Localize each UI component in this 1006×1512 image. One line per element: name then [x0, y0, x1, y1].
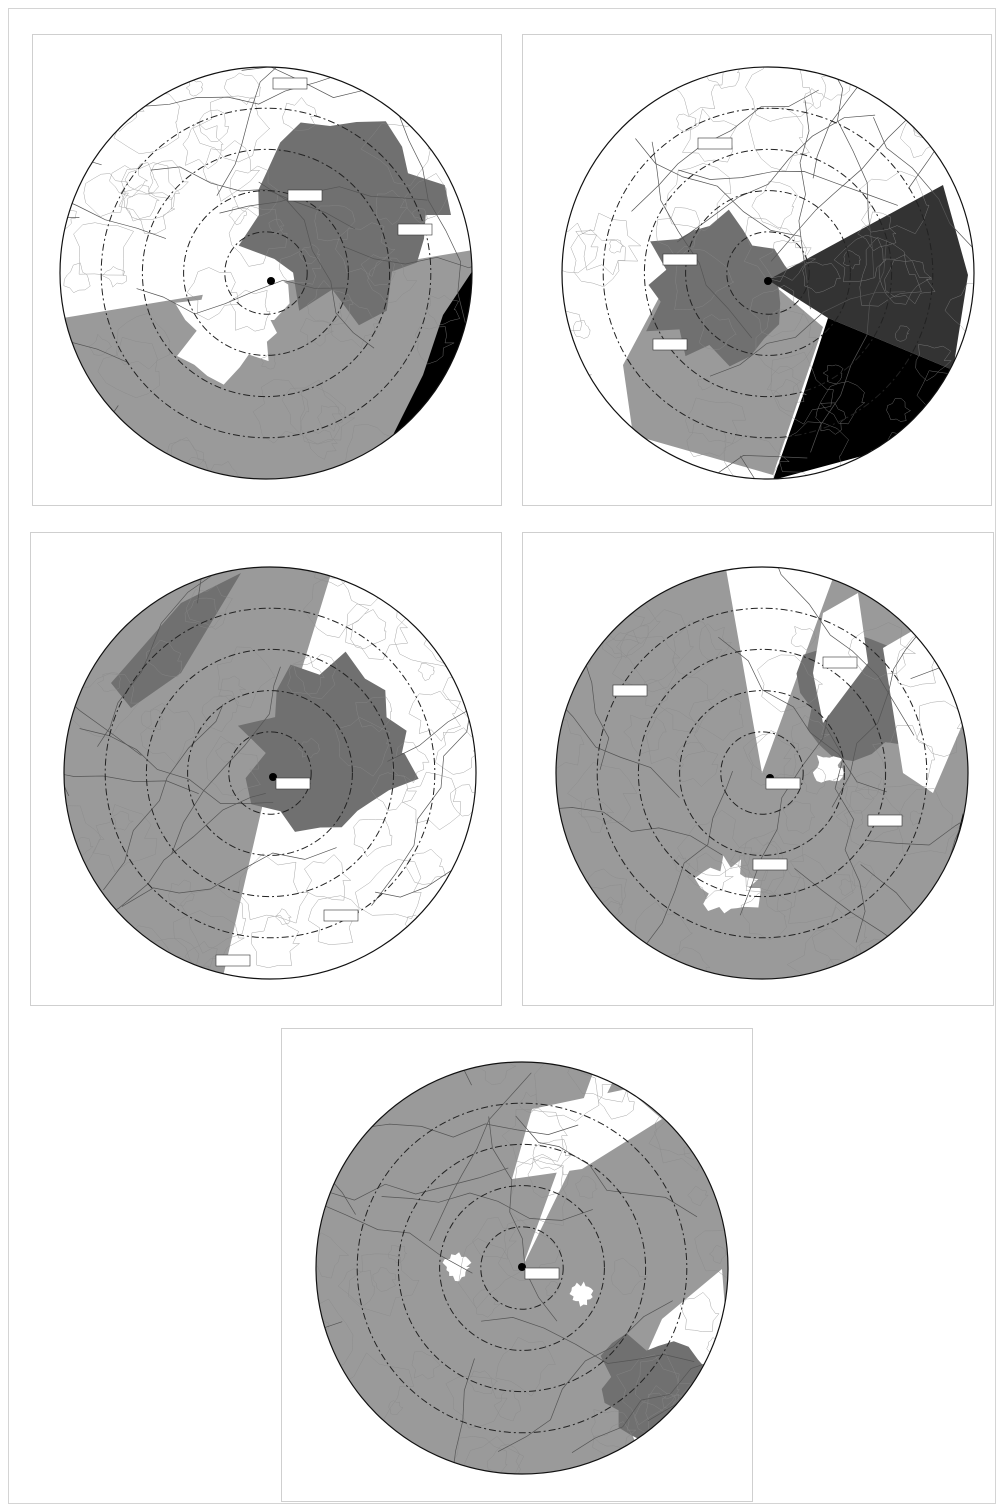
range-ring: [685, 190, 851, 356]
radar-station-marker: [269, 773, 277, 781]
place-label-box: [287, 189, 323, 202]
range-rings: [596, 607, 928, 939]
place-label-box: [323, 909, 359, 922]
terrain-region: [378, 270, 472, 477]
terrain-region: [812, 755, 844, 783]
place-label-box: [612, 684, 648, 697]
range-ring: [145, 648, 395, 898]
place-label-box: [215, 954, 251, 967]
place-label: [397, 223, 433, 236]
place-label: [275, 777, 311, 790]
range-ring: [356, 1102, 688, 1434]
radar-panel-5: [281, 1028, 753, 1502]
radar-coverage: [556, 567, 968, 979]
range-ring: [439, 1185, 605, 1351]
place-label: [272, 77, 308, 90]
terrain-region: [111, 573, 241, 708]
coverage-boundary: [59, 66, 473, 480]
place-label: [822, 656, 858, 669]
place-label-box: [697, 137, 733, 150]
contour-lines: [316, 1062, 728, 1474]
place-label: [697, 137, 733, 150]
place-label-box: [524, 1267, 560, 1280]
coverage-boundary: [63, 566, 477, 980]
terrain-region: [768, 185, 968, 370]
radar-coverage: [64, 567, 476, 979]
radar-coverage: [60, 67, 472, 479]
place-label-box: [822, 656, 858, 669]
place-label-box: [765, 777, 801, 790]
radar-coverage: [562, 67, 974, 479]
coverage-boundary: [315, 1061, 729, 1475]
range-rings: [356, 1102, 688, 1434]
range-ring: [726, 231, 810, 315]
range-ring: [187, 690, 353, 856]
range-ring: [637, 648, 887, 898]
place-label-box: [662, 253, 698, 266]
range-ring: [100, 107, 432, 439]
terrain-region: [512, 1089, 662, 1179]
coverage-boundary: [561, 66, 975, 480]
radar-panel-1: [32, 34, 502, 506]
place-label: [612, 684, 648, 697]
radar-station-marker: [764, 277, 772, 285]
place-label-box: [867, 814, 903, 827]
place-label: [652, 338, 688, 351]
range-ring: [141, 148, 391, 398]
coverage-boundary: [555, 566, 969, 980]
terrain-region: [694, 855, 762, 914]
range-ring: [397, 1143, 647, 1393]
radar-station-marker: [518, 1263, 526, 1271]
range-rings: [100, 107, 432, 439]
radar-map-3: [63, 566, 477, 980]
place-label: [662, 253, 698, 266]
place-label-box: [652, 338, 688, 351]
range-ring: [224, 231, 308, 315]
place-label-box: [272, 77, 308, 90]
range-ring: [480, 1226, 564, 1310]
place-label: [215, 954, 251, 967]
place-label: [323, 909, 359, 922]
place-label: [752, 858, 788, 871]
range-ring: [679, 690, 845, 856]
range-ring: [228, 731, 312, 815]
place-label: [867, 814, 903, 827]
range-ring: [643, 148, 893, 398]
radar-panel-2: [522, 34, 992, 506]
place-label-box: [397, 223, 433, 236]
terrain-region: [174, 262, 290, 385]
place-label: [524, 1267, 560, 1280]
range-ring: [602, 107, 934, 439]
radar-map-5: [315, 1061, 729, 1475]
range-ring: [183, 190, 349, 356]
radar-panel-3: [30, 532, 502, 1006]
radar-coverage: [316, 1062, 728, 1474]
range-ring: [720, 731, 804, 815]
terrain-region: [569, 1281, 594, 1307]
range-ring: [596, 607, 928, 939]
terrain-region: [773, 318, 953, 479]
place-label: [765, 777, 801, 790]
range-ring: [104, 607, 436, 939]
radar-map-1: [59, 66, 473, 480]
contour-lines: [64, 567, 476, 979]
radar-panel-4: [522, 532, 994, 1006]
figure-frame: [8, 8, 996, 1504]
place-label: [287, 189, 323, 202]
place-label-box: [752, 858, 788, 871]
road-network: [316, 1062, 728, 1474]
range-rings: [602, 107, 934, 439]
terrain-region: [442, 1252, 472, 1282]
range-rings: [104, 607, 436, 939]
place-label-box: [275, 777, 311, 790]
radar-map-4: [555, 566, 969, 980]
radar-map-2: [561, 66, 975, 480]
radar-station-marker: [267, 277, 275, 285]
